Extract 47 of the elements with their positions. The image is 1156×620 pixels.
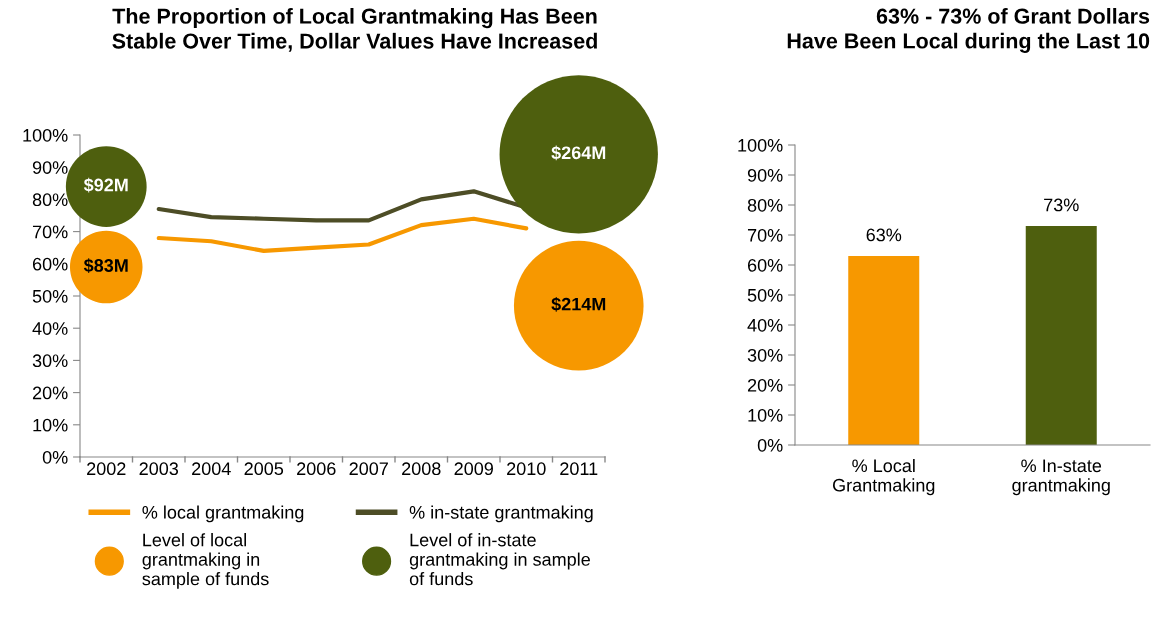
y-tick-label: 50% — [32, 289, 68, 303]
y-tick-label: 90% — [32, 161, 68, 174]
annotation: $264M — [551, 145, 606, 161]
y-tick-label: 90% — [747, 168, 783, 182]
y-tick-label: 100% — [23, 128, 68, 142]
x-tick-label: 2010 — [507, 462, 546, 476]
legend-label: % local grantmaking — [142, 505, 304, 523]
data-label: 63% — [866, 228, 902, 242]
y-tick-label: 50% — [747, 288, 783, 302]
y-tick-label: 10% — [748, 408, 783, 422]
y-tick-label: 0% — [757, 438, 783, 452]
chart-title: The Proportion of Local Grantmaking Has Been Stable Over Time, Dollar Values Have Increased — [112, 8, 597, 52]
legend-label: Level of local grantmaking in sample of funds — [142, 533, 269, 589]
y-tick-label: 40% — [747, 318, 783, 332]
y-tick-label: 60% — [32, 257, 68, 271]
y-tick-label: 20% — [32, 386, 68, 400]
y-tick-label: 80% — [32, 193, 68, 207]
y-tick-label: 0% — [42, 450, 68, 464]
annotation: $214M — [551, 296, 606, 312]
x-tick-label: 2003 — [139, 462, 179, 476]
x-tick-label: 2004 — [192, 462, 231, 476]
x-tick-label: % Local Grantmaking — [832, 458, 935, 496]
line-series — [156, 216, 529, 254]
annotation: $83M — [83, 258, 128, 274]
y-tick-label: 30% — [747, 348, 783, 362]
y-tick-label: 30% — [32, 354, 68, 368]
chart-title: 63% - 73% of Grant Dollars Have Been Local during the Last 10 — [787, 8, 1150, 53]
x-tick-label: 2008 — [402, 462, 441, 476]
y-tick-label: 70% — [747, 228, 783, 242]
y-tick-label: 100% — [738, 138, 783, 152]
x-tick-label: 2006 — [297, 462, 336, 476]
legend-label: Level of in-state grantmaking in sample of funds — [409, 533, 590, 586]
y-tick-label: 20% — [747, 378, 783, 392]
y-tick-label: 40% — [32, 322, 68, 335]
x-tick-label: 2009 — [454, 462, 493, 476]
y-tick-label: 70% — [32, 225, 68, 239]
y-tick-label: 80% — [747, 198, 783, 212]
y-tick-label: 60% — [747, 258, 783, 272]
annotation: $92M — [83, 177, 128, 193]
x-tick-label: % In-state grantmaking — [1012, 459, 1110, 496]
x-tick-label: 2011 — [560, 462, 598, 476]
y-tick-label: 10% — [33, 418, 68, 432]
data-label: 73% — [1044, 198, 1079, 212]
legend-label: % in-state grantmaking — [409, 505, 593, 523]
x-tick-label: 2002 — [87, 462, 126, 476]
x-tick-label: 2005 — [244, 462, 284, 476]
x-tick-label: 2007 — [349, 462, 388, 476]
